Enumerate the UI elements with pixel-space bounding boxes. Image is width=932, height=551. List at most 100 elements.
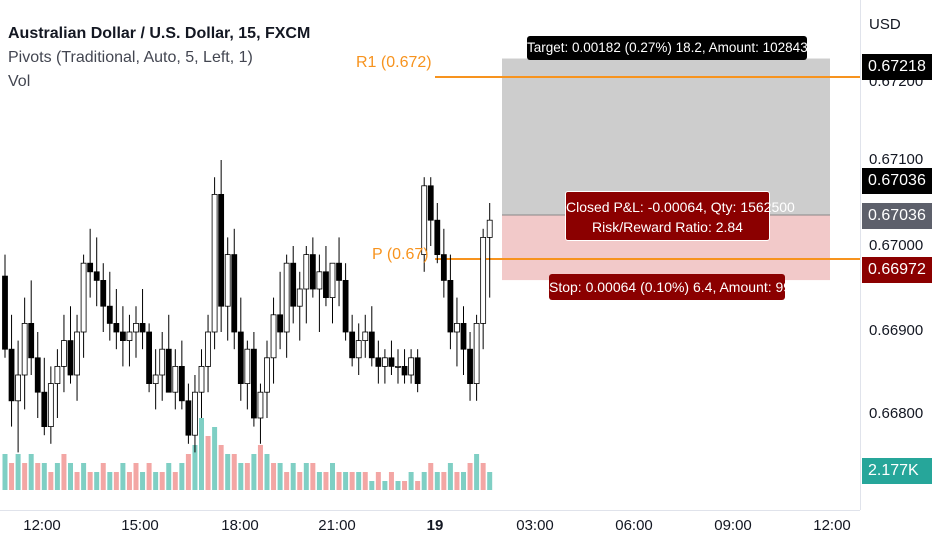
target-price-tag: 0.67218 xyxy=(862,54,932,80)
pivot-r1-label: R1 (0.672) xyxy=(356,54,432,71)
candle xyxy=(224,254,231,307)
candle xyxy=(8,348,15,402)
candle xyxy=(41,391,48,428)
volume-bar xyxy=(447,463,453,490)
currency-label: USD xyxy=(869,16,901,33)
volume-bar xyxy=(225,454,231,490)
volume-bar xyxy=(336,472,342,490)
time-axis[interactable]: 12:00 15:00 18:00 21:00 19 03:00 06:00 0… xyxy=(0,510,860,551)
candle xyxy=(2,275,8,350)
candle xyxy=(185,400,192,436)
volume-bar xyxy=(100,463,106,490)
volume-bar xyxy=(231,454,237,490)
candle xyxy=(473,322,480,384)
time-tick-day: 19 xyxy=(426,517,444,534)
time-tick: 15:00 xyxy=(121,517,159,534)
candle xyxy=(342,279,349,333)
volume-bar xyxy=(41,463,47,490)
volume-bar xyxy=(382,481,388,490)
volume-bar xyxy=(87,472,93,490)
volume-tag: 2.177K xyxy=(862,458,932,484)
volume-bar xyxy=(199,418,204,490)
candle xyxy=(264,357,270,393)
volume-bar xyxy=(166,463,172,490)
candle xyxy=(100,279,107,307)
candle xyxy=(152,374,159,384)
time-tick: 09:00 xyxy=(714,517,752,534)
candle xyxy=(34,357,41,393)
candle xyxy=(211,193,218,333)
volume-bar xyxy=(133,463,139,490)
volume-bar xyxy=(388,472,394,490)
volume-bar xyxy=(316,472,322,490)
candle xyxy=(192,391,198,436)
candle xyxy=(427,185,434,221)
price-axis[interactable]: USD 0.67200 0.67100 0.67000 0.66900 0.66… xyxy=(860,0,932,510)
symbol-title[interactable]: Australian Dollar / U.S. Dollar, 15, FXC… xyxy=(8,25,311,42)
volume-bar xyxy=(35,463,41,490)
volume-bar xyxy=(113,472,119,490)
candle xyxy=(231,254,238,333)
candle xyxy=(205,331,211,367)
time-tick: 12:00 xyxy=(813,517,851,534)
candle xyxy=(237,331,244,384)
candle xyxy=(454,322,460,333)
volume-bar xyxy=(395,481,401,490)
time-tick: 12:00 xyxy=(23,517,61,534)
time-tick: 21:00 xyxy=(318,517,356,534)
candle xyxy=(15,374,22,402)
volume-bar xyxy=(428,463,434,490)
candle xyxy=(146,331,153,384)
candle xyxy=(309,254,316,290)
volume-bar xyxy=(310,463,316,490)
price-tick: 0.67100 xyxy=(869,151,924,168)
volume-bar xyxy=(2,454,8,490)
volume-bar xyxy=(172,472,178,490)
volume-bar xyxy=(487,472,493,490)
volume-bar xyxy=(68,463,73,490)
volume-bar xyxy=(9,463,15,490)
candle xyxy=(277,314,284,333)
candle xyxy=(159,348,166,376)
candle xyxy=(113,322,120,333)
volume-bar xyxy=(277,463,283,490)
candle xyxy=(316,271,323,290)
volume-bar xyxy=(238,463,244,490)
volume-bar xyxy=(264,454,270,490)
candle xyxy=(80,262,87,333)
volume-bar xyxy=(140,472,146,490)
candle xyxy=(480,236,487,324)
candle xyxy=(395,365,401,368)
volume-bar xyxy=(146,463,152,490)
volume-bar xyxy=(467,463,473,490)
candle xyxy=(178,365,185,402)
candle xyxy=(47,383,54,428)
pnl-tooltip: Closed P&L: -0.00064, Qty: 1562500 Risk/… xyxy=(565,191,795,241)
volume-indicator-label[interactable]: Vol xyxy=(8,73,31,90)
risk-reward-line: Risk/Reward Ratio: 2.84 xyxy=(592,219,743,235)
volume-bar xyxy=(369,481,375,490)
pivots-indicator-label[interactable]: Pivots (Traditional, Auto, 5, Left, 1) xyxy=(8,49,253,66)
volume-bar xyxy=(251,454,257,490)
time-tick: 06:00 xyxy=(615,517,653,534)
volume-bar xyxy=(271,463,277,490)
volume-bar xyxy=(362,472,368,490)
volume-bar xyxy=(421,472,427,490)
volume-bar xyxy=(205,436,211,490)
candle xyxy=(362,331,369,341)
volume-bar xyxy=(461,472,466,490)
volume-bar xyxy=(126,472,132,490)
stop-tooltip: Stop: 0.00064 (0.10%) 6.4, Amount: 99000 xyxy=(549,274,814,300)
candle xyxy=(28,322,35,359)
volume-bar xyxy=(22,463,28,490)
candle xyxy=(303,254,310,290)
volume-bar xyxy=(343,472,349,490)
candle xyxy=(349,331,356,359)
candle xyxy=(74,331,80,376)
candle xyxy=(283,262,290,333)
volume-bar xyxy=(48,472,54,490)
time-tick: 03:00 xyxy=(516,517,554,534)
candle xyxy=(329,262,336,299)
